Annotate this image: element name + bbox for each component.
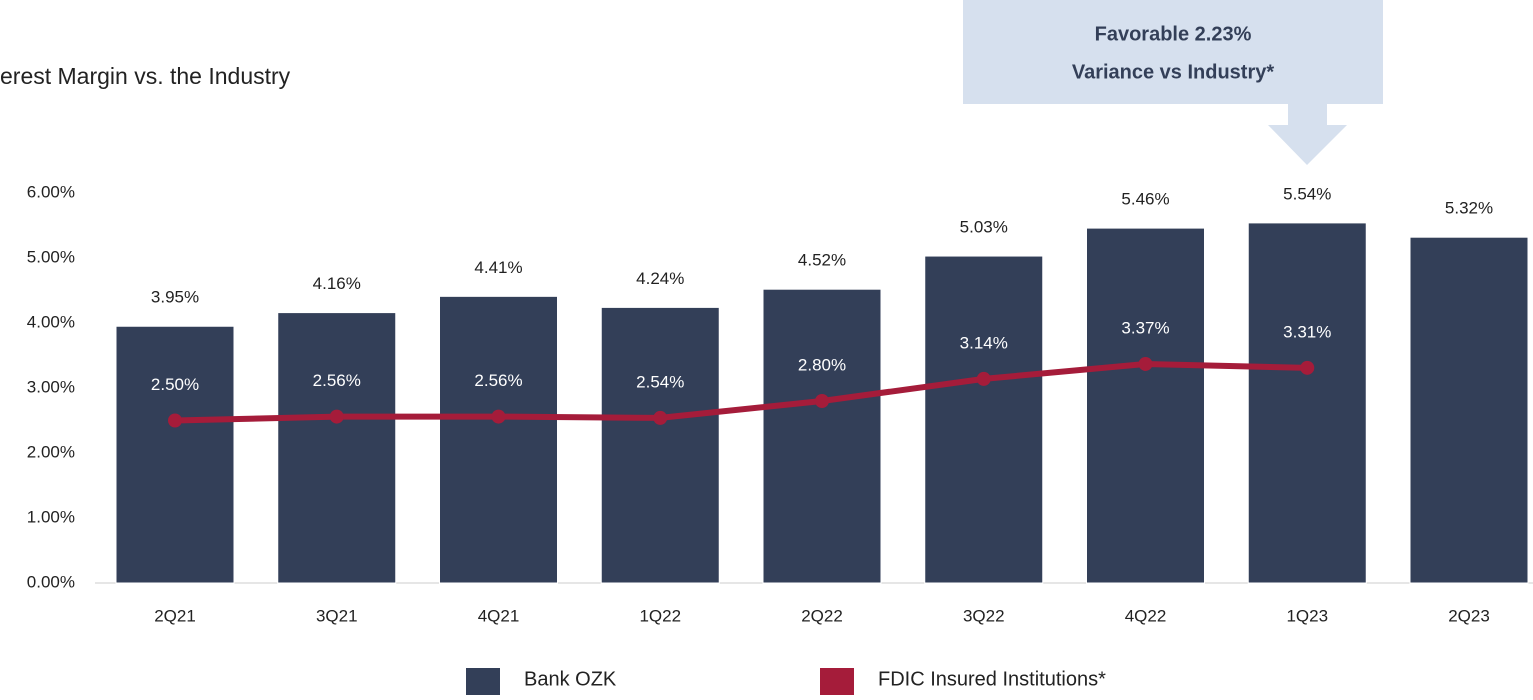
legend-swatch: [466, 668, 500, 695]
y-tick-label: 1.00%: [27, 507, 75, 526]
line-marker: [1300, 360, 1315, 375]
bar-label: 5.32%: [1445, 199, 1493, 218]
bar-label: 5.54%: [1283, 184, 1331, 203]
annotation-text: Favorable 2.23%: [1095, 23, 1252, 45]
line-marker: [976, 371, 991, 386]
x-tick-label: 1Q23: [1286, 606, 1328, 625]
bar: [762, 288, 882, 584]
annotation-box: [963, 0, 1383, 104]
bar-label: 5.46%: [1121, 190, 1169, 209]
x-tick-label: 2Q21: [154, 606, 196, 625]
chart-title: erest Margin vs. the Industry: [0, 63, 291, 89]
line-label: 2.54%: [636, 372, 684, 391]
y-tick-label: 2.00%: [27, 442, 75, 461]
x-tick-label: 2Q22: [801, 606, 843, 625]
bar-label: 4.24%: [636, 269, 684, 288]
line-marker: [491, 409, 506, 424]
bar: [924, 255, 1044, 584]
annotation-arrow: [1268, 104, 1347, 165]
bar-label: 4.16%: [313, 274, 361, 293]
y-tick-label: 0.00%: [27, 572, 75, 591]
legend-label: FDIC Insured Institutions*: [878, 668, 1106, 690]
bar-label: 5.03%: [960, 218, 1008, 237]
x-tick-label: 1Q22: [639, 606, 681, 625]
x-tick-label: 3Q21: [316, 606, 358, 625]
line-label: 2.56%: [474, 371, 522, 390]
legend-swatch: [820, 668, 854, 695]
annotation-text: Variance vs Industry*: [1072, 61, 1275, 83]
line-marker: [1138, 356, 1153, 371]
bar: [1409, 236, 1529, 584]
legend-label: Bank OZK: [524, 668, 617, 690]
line: [174, 360, 1308, 424]
x-tick-label: 4Q22: [1125, 606, 1167, 625]
line-label: 3.37%: [1121, 318, 1169, 337]
line-marker: [168, 413, 182, 428]
bar: [1247, 222, 1367, 584]
y-tick-label: 4.00%: [27, 312, 75, 331]
line-label: 3.31%: [1283, 322, 1331, 341]
bar-label: 3.95%: [151, 288, 199, 307]
bar: [600, 306, 720, 584]
x-tick-label: 2Q23: [1448, 606, 1490, 625]
y-tick-label: 6.00%: [27, 182, 75, 201]
line-marker: [815, 394, 829, 408]
y-tick-label: 3.00%: [27, 377, 75, 396]
bar-label: 4.41%: [474, 258, 522, 277]
bar: [115, 325, 235, 584]
line-label: 2.56%: [313, 371, 361, 390]
x-tick-label: 3Q22: [963, 606, 1005, 625]
y-tick-label: 5.00%: [27, 247, 75, 266]
line-marker: [329, 409, 344, 424]
x-tick-label: 4Q21: [478, 606, 520, 625]
line-label: 2.50%: [151, 375, 199, 394]
bar-label: 4.52%: [798, 251, 846, 270]
bar: [1086, 227, 1205, 584]
bar: [439, 295, 558, 584]
line-marker: [653, 410, 668, 425]
line-label: 3.14%: [960, 333, 1008, 352]
bar: [277, 312, 397, 584]
line-label: 2.80%: [798, 355, 846, 374]
